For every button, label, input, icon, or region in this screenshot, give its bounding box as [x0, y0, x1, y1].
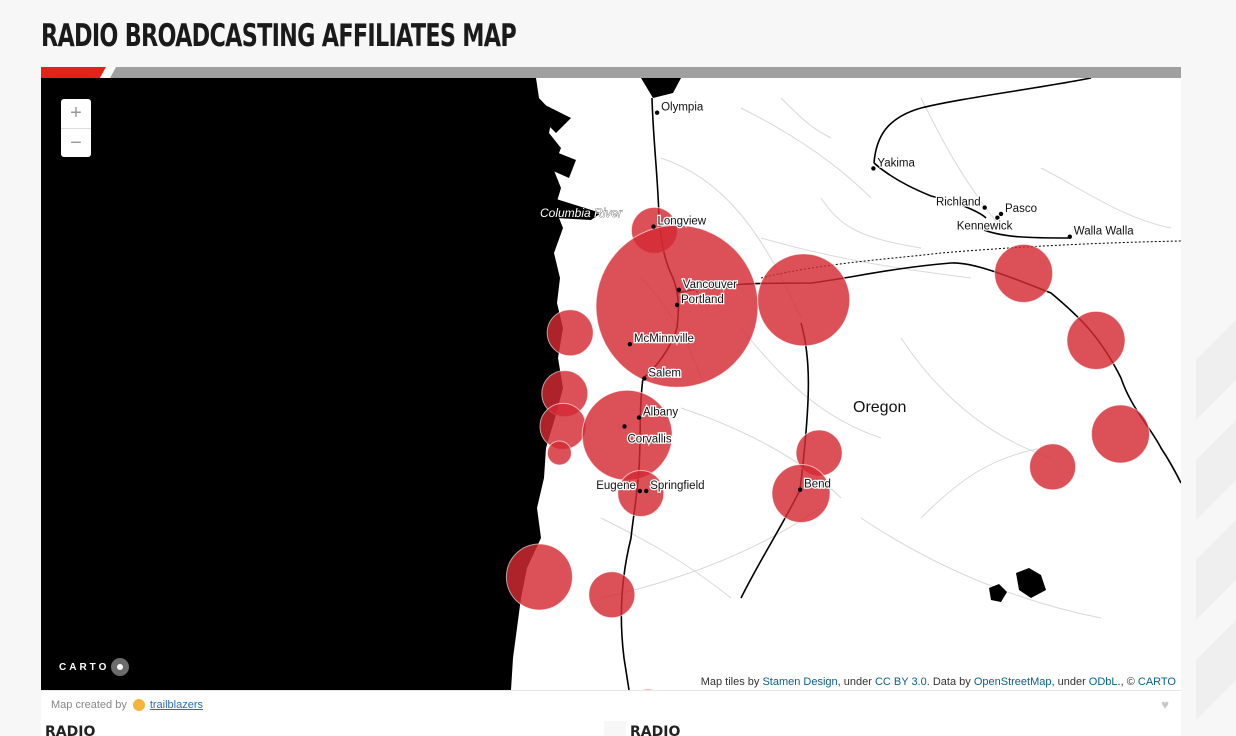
ocean: [41, 78, 563, 690]
city-label: Salem: [648, 367, 681, 379]
created-by-label: Map created by: [51, 699, 127, 711]
affiliate-circle[interactable]: [1091, 404, 1150, 464]
city-label: Vancouver: [683, 279, 737, 291]
basemap: Olympia Yakima Richland Pasco Kennewick Walla…: [41, 78, 1181, 690]
zoom-in-button[interactable]: +: [70, 102, 82, 124]
city-dot: [1067, 234, 1073, 239]
carto-link[interactable]: CARTO: [1137, 676, 1176, 688]
author-link[interactable]: trailblazers: [149, 699, 204, 711]
city-dot: [674, 302, 680, 308]
map-footer: Map created by trailblazers ♥: [41, 690, 1181, 721]
footer-credit: Map created by trailblazers: [51, 699, 203, 711]
affiliate-circle[interactable]: [546, 440, 572, 466]
city-dot: [622, 424, 627, 429]
city-label: Albany: [643, 407, 678, 419]
panel-label-right: RADIO: [626, 721, 1181, 736]
city-label: Olympia: [661, 102, 704, 114]
osm-link[interactable]: OpenStreetMap: [973, 676, 1052, 688]
river-label: Columbia River: [540, 206, 623, 220]
city-dot: [627, 342, 633, 347]
accent-white-slash: [100, 67, 116, 78]
carto-dot-icon: [111, 658, 130, 676]
accent-bar: [41, 67, 1181, 78]
city-label: Eugene: [596, 480, 636, 492]
affiliate-circle[interactable]: [505, 543, 573, 611]
page-title: Radio Broadcasting Affiliates Map: [41, 18, 517, 54]
affiliate-circle[interactable]: [617, 470, 665, 517]
city-labels: Olympia Yakima Richland Pasco Kennewick Walla…: [595, 100, 1136, 494]
affiliate-circle[interactable]: [588, 571, 636, 619]
heart-icon[interactable]: ♥: [1161, 697, 1169, 712]
city-label: Longview: [658, 216, 707, 228]
carto-logo-text: CARTO: [59, 661, 110, 673]
carto-logo[interactable]: CARTO: [59, 658, 130, 676]
attribution-text: , under: [1051, 676, 1089, 688]
city-dot: [797, 487, 803, 492]
city-label: Richland: [936, 197, 981, 209]
decorative-stripes: [1196, 320, 1236, 720]
city-dot: [636, 415, 642, 420]
city-dot: [654, 110, 660, 115]
city-dot: [995, 215, 1000, 220]
affiliate-circles: [505, 206, 1150, 690]
city-dot: [998, 211, 1004, 217]
city-label: Pasco: [1005, 203, 1037, 215]
trailblazers-logo-icon: [132, 699, 145, 711]
odbl-link[interactable]: ODbL: [1088, 676, 1118, 688]
affiliate-circle[interactable]: [625, 688, 671, 690]
highways: [620, 78, 1181, 690]
accent-gray-stripe: [101, 67, 1181, 78]
attribution-text: . Data by: [926, 676, 974, 688]
city-label: Corvallis: [628, 433, 672, 445]
city-label: Walla Walla: [1074, 226, 1134, 238]
lakes: [989, 568, 1046, 602]
cc-license-link[interactable]: CC BY 3.0: [874, 676, 927, 688]
city-dot: [676, 287, 681, 292]
city-dot: [644, 488, 649, 494]
city-label: Kennewick: [957, 221, 1013, 233]
affiliate-circle[interactable]: [771, 464, 831, 523]
city-dot: [642, 376, 647, 381]
city-dot: [651, 224, 656, 229]
map[interactable]: Olympia Yakima Richland Pasco Kennewick Walla…: [41, 78, 1181, 690]
map-attribution: Map tiles by Stamen Design, under CC BY …: [695, 674, 1181, 690]
city-label: Portland: [681, 294, 724, 306]
region-label: Oregon: [853, 399, 906, 416]
city-label: Bend: [804, 479, 831, 491]
city-dot: [871, 166, 876, 171]
deco-stripe: [1196, 520, 1236, 620]
city-dot: [982, 205, 987, 210]
zoom-out-button[interactable]: −: [61, 128, 91, 158]
accent-red-stripe: [41, 67, 106, 78]
attribution-text: Map tiles by: [700, 676, 763, 688]
affiliate-circle[interactable]: [1029, 443, 1077, 491]
attribution-text: ., ©: [1117, 676, 1138, 688]
affiliate-circle[interactable]: [994, 243, 1054, 303]
city-dot: [637, 488, 643, 494]
city-label: Yakima: [877, 157, 915, 169]
affiliate-circle[interactable]: [757, 253, 851, 347]
affiliate-circle[interactable]: [546, 309, 594, 357]
deco-stripe: [1196, 620, 1236, 720]
city-label: Springfield: [650, 480, 704, 492]
coastal-inlets: [541, 78, 681, 220]
deco-stripe: [1196, 320, 1236, 420]
affiliate-circle[interactable]: [1066, 310, 1126, 370]
zoom-control: + −: [61, 99, 91, 157]
attribution-text: , under: [837, 676, 875, 688]
deco-stripe: [1196, 420, 1236, 520]
panel-label-left: RADIO: [41, 721, 604, 736]
stamen-link[interactable]: Stamen Design: [762, 676, 838, 688]
city-label: McMinnville: [634, 333, 694, 345]
